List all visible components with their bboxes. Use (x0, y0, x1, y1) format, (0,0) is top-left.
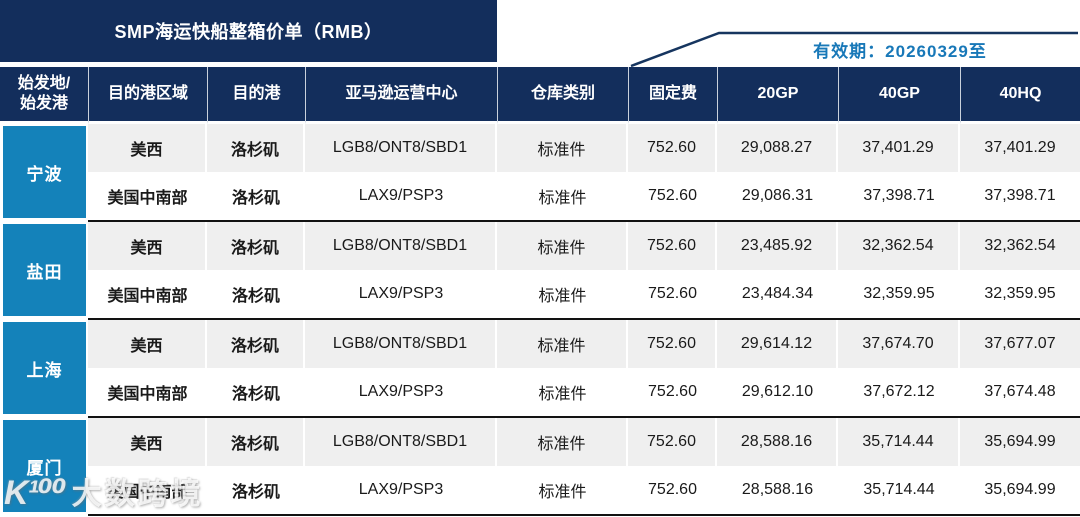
table-row: 宁波 美西 洛杉矶 LGB8/ONT8/SBD1 标准件 752.60 29,0… (0, 124, 1080, 222)
col-header-amazon-center: 亚马逊运营中心 (305, 67, 497, 124)
cell-40hq: 35,694.99 (960, 418, 1080, 466)
cell-fixed-fee: 752.60 (628, 172, 717, 222)
col-header-fixed-fee: 固定费 (628, 67, 717, 124)
cell-warehouse-type: 标准件 (497, 368, 628, 418)
cell-amazon-center: LGB8/ONT8/SBD1 (305, 222, 497, 270)
cell-fixed-fee: 752.60 (628, 368, 717, 418)
cell-40gp: 32,362.54 (838, 222, 960, 270)
cell-port: 洛杉矶 (207, 418, 305, 466)
cell-40hq: 37,398.71 (960, 172, 1080, 222)
cell-fixed-fee: 752.60 (628, 124, 717, 172)
cell-region: 美国中南部 (88, 466, 207, 516)
col-header-40hq: 40HQ (960, 67, 1080, 124)
table-row: 厦门 美西 洛杉矶 LGB8/ONT8/SBD1 标准件 752.60 28,5… (0, 418, 1080, 516)
table-row: 盐田 美西 洛杉矶 LGB8/ONT8/SBD1 标准件 752.60 23,4… (0, 222, 1080, 320)
cell-40gp: 37,398.71 (838, 172, 960, 222)
col-header-port: 目的港 (207, 67, 305, 124)
col-header-40gp: 40GP (838, 67, 960, 124)
col-header-region: 目的港区域 (88, 67, 207, 124)
cell-port: 洛杉矶 (207, 368, 305, 418)
cell-amazon-center: LAX9/PSP3 (305, 466, 497, 516)
cell-40hq: 37,674.48 (960, 368, 1080, 418)
cell-region: 美西 (88, 320, 207, 368)
cell-40gp: 37,401.29 (838, 124, 960, 172)
cell-40hq: 37,401.29 (960, 124, 1080, 172)
cell-40hq: 37,677.07 (960, 320, 1080, 368)
cell-amazon-center: LAX9/PSP3 (305, 172, 497, 222)
cell-fixed-fee: 752.60 (628, 466, 717, 516)
cell-region: 美西 (88, 124, 207, 172)
page-title-text: SMP海运快船整箱价单（RMB） (114, 22, 383, 42)
cell-region: 美西 (88, 418, 207, 466)
cell-fixed-fee: 752.60 (628, 222, 717, 270)
cell-port: 洛杉矶 (207, 320, 305, 368)
cell-warehouse-type: 标准件 (497, 270, 628, 320)
cell-port: 洛杉矶 (207, 222, 305, 270)
cell-20gp: 23,485.92 (717, 222, 838, 270)
cell-port: 洛杉矶 (207, 124, 305, 172)
cell-40gp: 35,714.44 (838, 418, 960, 466)
origin-port-label: 厦门 (3, 420, 86, 512)
page-title: SMP海运快船整箱价单（RMB） (0, 0, 497, 62)
table-row: 上海 美西 洛杉矶 LGB8/ONT8/SBD1 标准件 752.60 29,6… (0, 320, 1080, 418)
cell-port: 洛杉矶 (207, 172, 305, 222)
cell-origin: 盐田 (0, 222, 88, 320)
col-header-origin: 始发地/ 始发港 (0, 67, 88, 124)
cell-origin: 宁波 (0, 124, 88, 222)
cell-20gp: 29,086.31 (717, 172, 838, 222)
table-row: 美国中南部 洛杉矶 LAX9/PSP3 标准件 752.60 29,612.10… (0, 368, 1080, 418)
origin-port-label: 宁波 (3, 126, 86, 218)
cell-port: 洛杉矶 (207, 270, 305, 320)
cell-amazon-center: LGB8/ONT8/SBD1 (305, 124, 497, 172)
col-header-warehouse-type: 仓库类别 (497, 67, 628, 124)
cell-warehouse-type: 标准件 (497, 466, 628, 516)
table-row: 美国中南部 洛杉矶 LAX9/PSP3 标准件 752.60 28,588.16… (0, 466, 1080, 516)
cell-40gp: 32,359.95 (838, 270, 960, 320)
cell-40gp: 37,672.12 (838, 368, 960, 418)
cell-20gp: 23,484.34 (717, 270, 838, 320)
origin-port-label: 盐田 (3, 224, 86, 316)
cell-fixed-fee: 752.60 (628, 270, 717, 320)
cell-warehouse-type: 标准件 (497, 124, 628, 172)
validity-underline-decoration (630, 31, 1078, 68)
cell-20gp: 29,612.10 (717, 368, 838, 418)
cell-region: 美国中南部 (88, 172, 207, 222)
cell-40hq: 32,359.95 (960, 270, 1080, 320)
cell-40hq: 35,694.99 (960, 466, 1080, 516)
header-row: 始发地/ 始发港 目的港区域 目的港 亚马逊运营中心 仓库类别 固定费 20GP… (0, 67, 1080, 124)
cell-amazon-center: LAX9/PSP3 (305, 270, 497, 320)
cell-region: 美国中南部 (88, 368, 207, 418)
cell-region: 美国中南部 (88, 270, 207, 320)
cell-origin: 厦门 (0, 418, 88, 516)
price-table: 始发地/ 始发港 目的港区域 目的港 亚马逊运营中心 仓库类别 固定费 20GP… (0, 67, 1080, 516)
cell-20gp: 28,588.16 (717, 418, 838, 466)
cell-40gp: 35,714.44 (838, 466, 960, 516)
origin-port-label: 上海 (3, 322, 86, 414)
cell-amazon-center: LGB8/ONT8/SBD1 (305, 418, 497, 466)
cell-20gp: 29,088.27 (717, 124, 838, 172)
cell-warehouse-type: 标准件 (497, 320, 628, 368)
cell-warehouse-type: 标准件 (497, 418, 628, 466)
table-row: 美国中南部 洛杉矶 LAX9/PSP3 标准件 752.60 23,484.34… (0, 270, 1080, 320)
cell-40gp: 37,674.70 (838, 320, 960, 368)
cell-amazon-center: LGB8/ONT8/SBD1 (305, 320, 497, 368)
table-row: 美国中南部 洛杉矶 LAX9/PSP3 标准件 752.60 29,086.31… (0, 172, 1080, 222)
validity-period: 有效期：20260329至 (813, 41, 987, 61)
cell-40hq: 32,362.54 (960, 222, 1080, 270)
cell-warehouse-type: 标准件 (497, 222, 628, 270)
cell-20gp: 28,588.16 (717, 466, 838, 516)
cell-amazon-center: LAX9/PSP3 (305, 368, 497, 418)
cell-fixed-fee: 752.60 (628, 418, 717, 466)
col-header-20gp: 20GP (717, 67, 838, 124)
cell-port: 洛杉矶 (207, 466, 305, 516)
cell-origin: 上海 (0, 320, 88, 418)
cell-region: 美西 (88, 222, 207, 270)
cell-warehouse-type: 标准件 (497, 172, 628, 222)
cell-fixed-fee: 752.60 (628, 320, 717, 368)
cell-20gp: 29,614.12 (717, 320, 838, 368)
